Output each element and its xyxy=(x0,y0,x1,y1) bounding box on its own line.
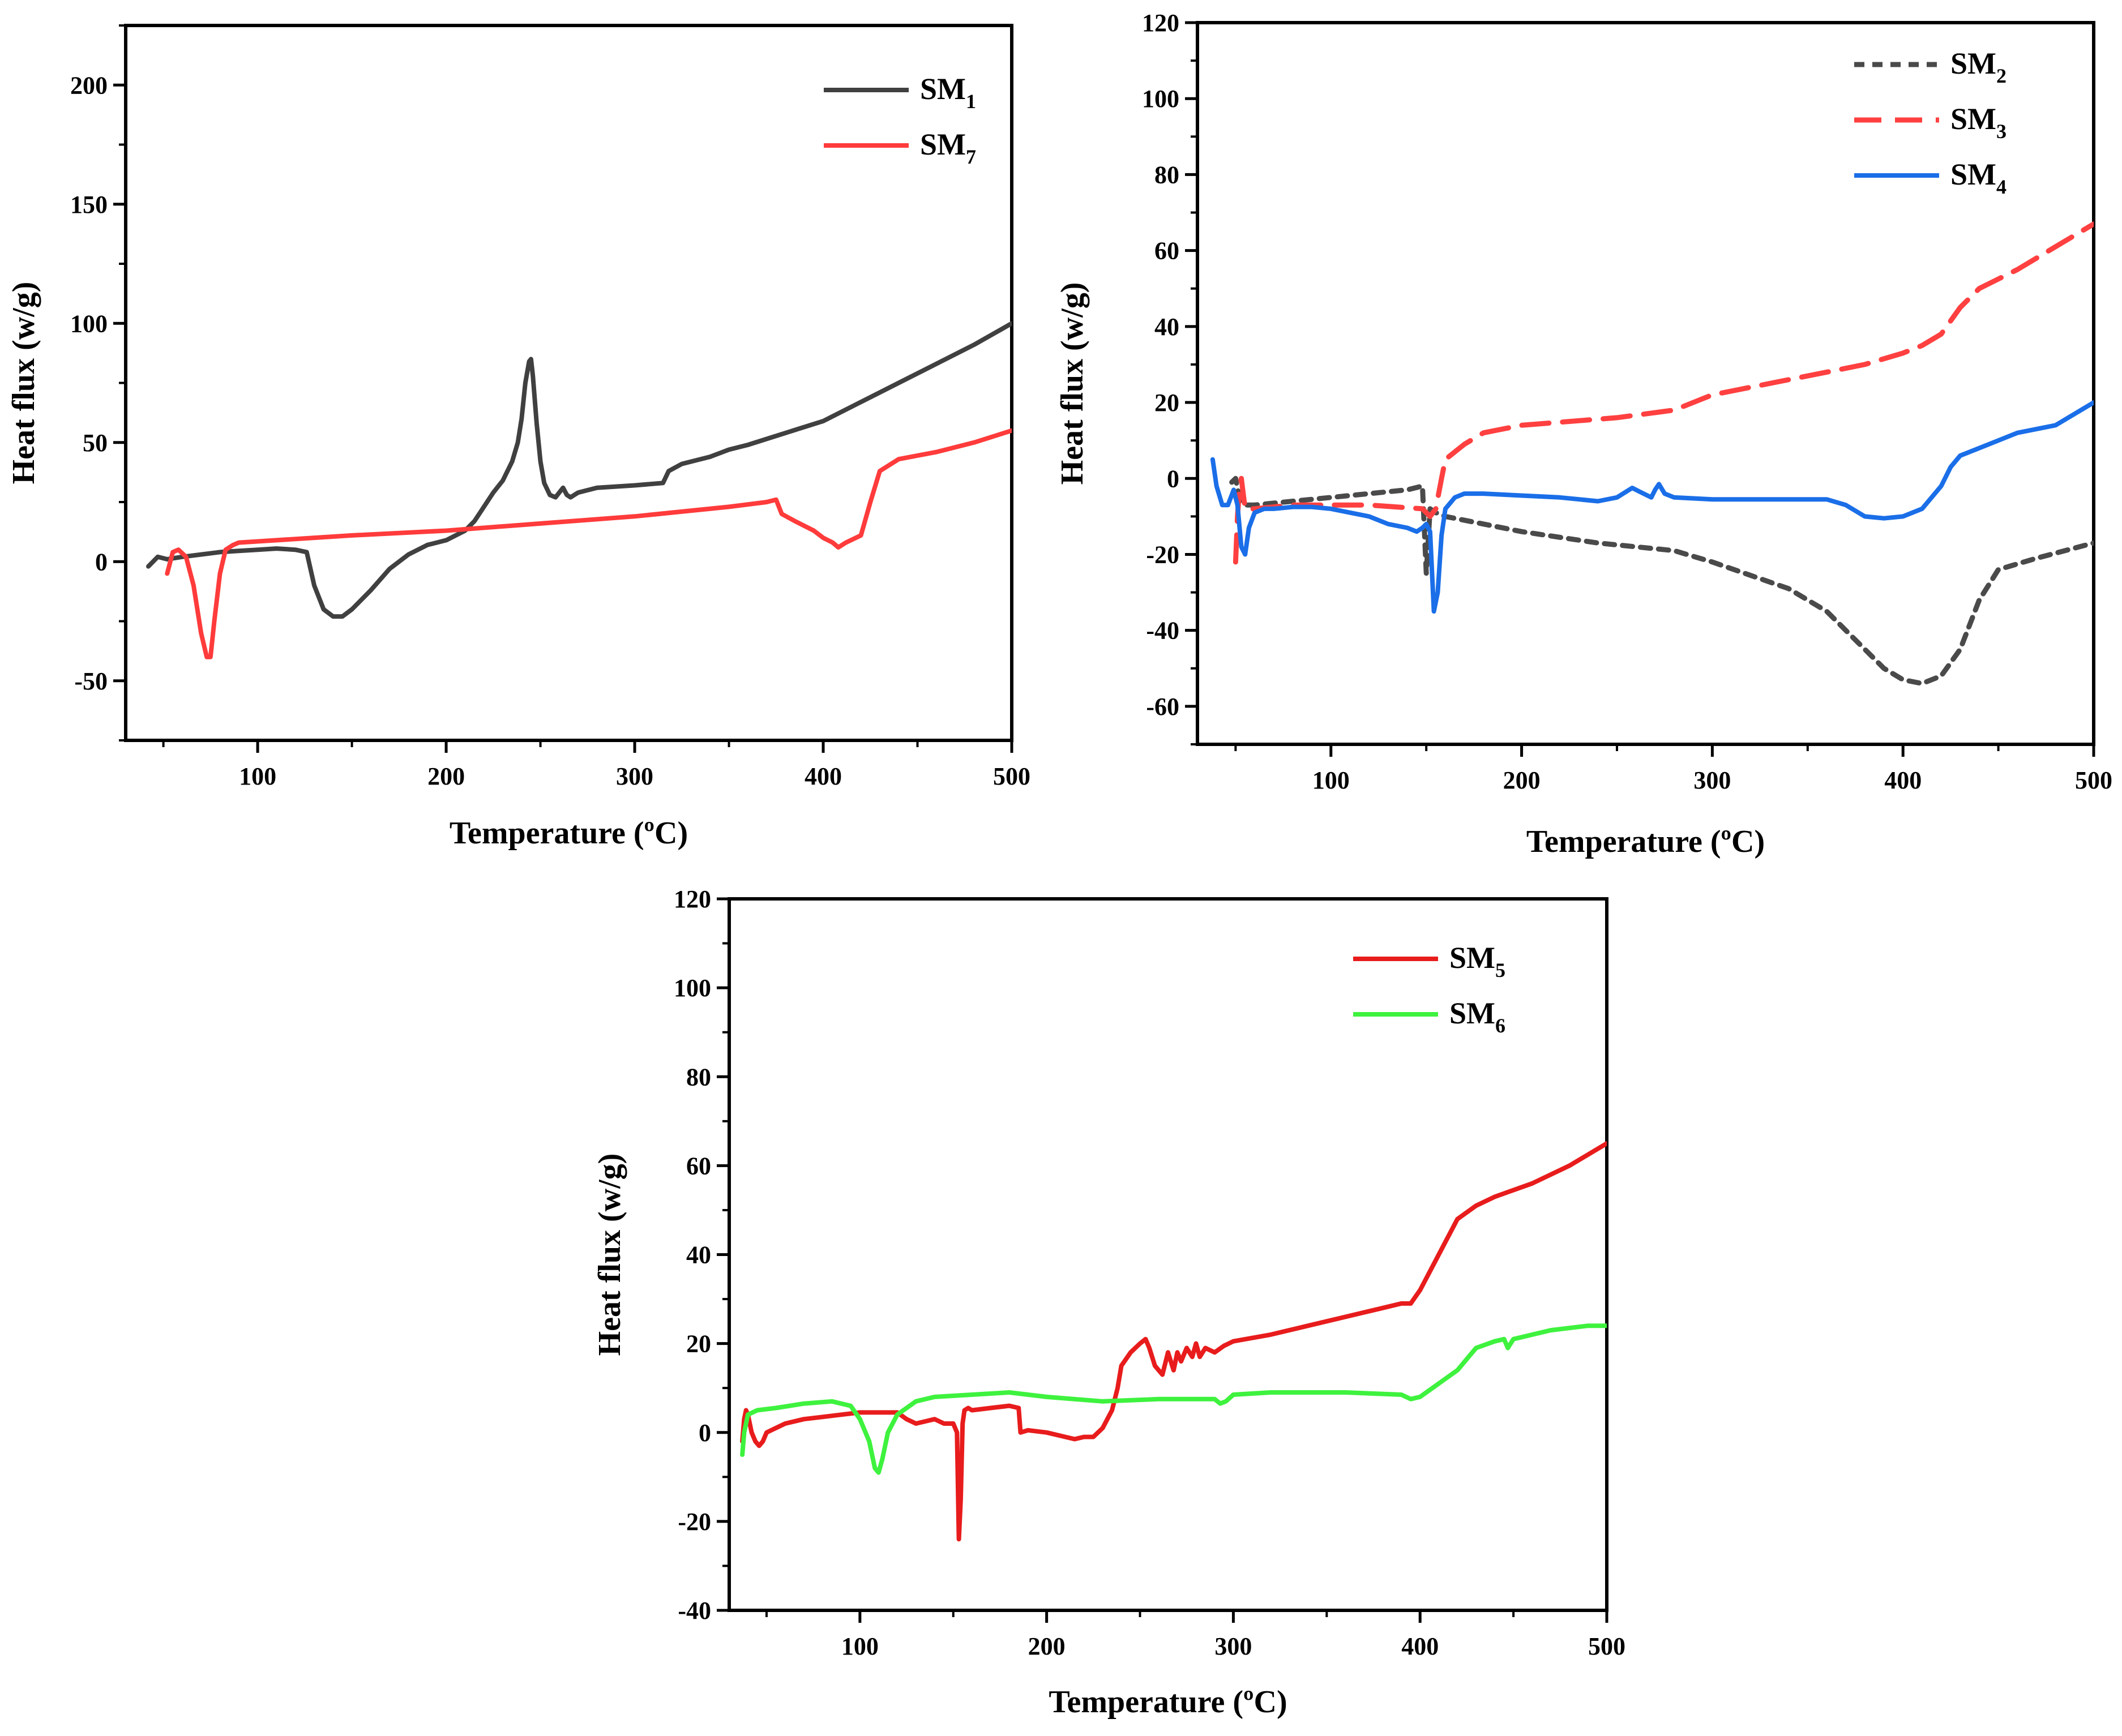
x-tick-label: 100 xyxy=(1312,766,1350,794)
series-line-sm5 xyxy=(740,1141,1607,1542)
legend-label-subscript: 5 xyxy=(1495,959,1505,981)
x-axis-title: Temperature (ºC) xyxy=(1526,824,1765,859)
x-tick-label: 500 xyxy=(1588,1632,1625,1660)
y-tick-label: 40 xyxy=(1154,313,1179,341)
y-tick-label: -20 xyxy=(1146,541,1179,568)
legend-label-sm1: SM1 xyxy=(920,72,976,113)
y-tick-label: 150 xyxy=(70,191,108,218)
y-tick-label: 100 xyxy=(1142,85,1179,113)
y-axis-title: Heat flux (w/g) xyxy=(1055,282,1090,485)
chart-panel-sm1-sm7: 100 200 300 400 500 -50 0 50 100 150 200 Temperatur… xyxy=(6,24,1030,851)
series-line-sm1 xyxy=(146,321,1012,619)
legend-label-main: SM xyxy=(920,72,966,106)
y-axis-title: Heat flux (w/g) xyxy=(592,1154,627,1356)
series-line-sm4 xyxy=(1210,400,2094,614)
y-tick-label: -60 xyxy=(1146,693,1179,721)
x-tick-label: 200 xyxy=(1503,766,1541,794)
y-tick-label: 20 xyxy=(686,1330,711,1358)
legend-label-subscript: 2 xyxy=(1996,65,2007,87)
y-tick-label: 120 xyxy=(1142,9,1179,37)
y-tick-label: 120 xyxy=(674,885,711,913)
y-tick-label: 200 xyxy=(70,71,108,99)
legend-label-sm5: SM5 xyxy=(1449,941,1505,981)
legend-label-main: SM xyxy=(1950,157,1996,191)
series-line-sm3 xyxy=(1233,221,2094,565)
legend-label-main: SM xyxy=(1950,102,1996,136)
y-tick-label: 50 xyxy=(83,429,108,457)
x-tick-label: 300 xyxy=(1693,766,1731,794)
legend-label-subscript: 4 xyxy=(1996,175,2007,198)
legend-label-main: SM xyxy=(1449,996,1495,1030)
y-tick-label: 0 xyxy=(1167,465,1179,492)
x-tick-label: 400 xyxy=(1884,766,1922,794)
x-axis-title: Temperature (ºC) xyxy=(450,816,688,851)
x-tick-label: 100 xyxy=(841,1632,879,1660)
x-tick-label: 300 xyxy=(1214,1632,1252,1660)
y-tick-label: 0 xyxy=(95,548,108,576)
y-tick-label: -40 xyxy=(1146,617,1179,645)
chart-panel-sm5-sm6: 100 200 300 400 500 -40 -20 0 20 40 60 80 100 120 Temp… xyxy=(592,885,1625,1720)
legend-label-sm2: SM2 xyxy=(1950,46,2007,87)
legend-label-sm3: SM3 xyxy=(1950,102,2007,143)
x-axis-title: Temperature (ºC) xyxy=(1049,1684,1287,1720)
legend-label-subscript: 3 xyxy=(1996,120,2007,143)
legend-label-main: SM xyxy=(1950,46,1996,80)
legend-label-subscript: 1 xyxy=(966,90,976,113)
plot-frame xyxy=(1196,21,2095,746)
x-tick-label: 200 xyxy=(427,762,465,790)
series-line-sm7 xyxy=(165,428,1012,659)
series-line-sm6 xyxy=(740,1323,1607,1475)
x-tick-label: 300 xyxy=(616,762,653,790)
y-tick-label: 0 xyxy=(699,1419,711,1447)
legend-label-subscript: 6 xyxy=(1495,1014,1505,1037)
y-tick-label: 100 xyxy=(674,974,711,1002)
y-tick-label: -50 xyxy=(74,667,108,695)
legend-label-main: SM xyxy=(1449,941,1495,975)
legend-label-main: SM xyxy=(920,127,966,161)
y-tick-label: 60 xyxy=(686,1152,711,1180)
legend-label-subscript: 7 xyxy=(966,145,976,168)
x-tick-label: 400 xyxy=(805,762,842,790)
plot-frame xyxy=(124,24,1013,742)
series-line-sm2 xyxy=(1229,475,2094,687)
y-axis-title: Heat flux (w/g) xyxy=(6,282,41,485)
x-tick-label: 500 xyxy=(2075,766,2112,794)
x-tick-label: 200 xyxy=(1028,1632,1066,1660)
y-tick-label: 20 xyxy=(1154,389,1179,417)
y-tick-label: -20 xyxy=(678,1508,711,1536)
y-tick-label: 40 xyxy=(686,1241,711,1269)
y-tick-label: 60 xyxy=(1154,237,1179,265)
x-tick-label: 500 xyxy=(993,762,1030,790)
legend-label-sm6: SM6 xyxy=(1449,996,1505,1037)
legend-label-sm4: SM4 xyxy=(1950,157,2007,198)
y-tick-label: 100 xyxy=(70,310,108,337)
y-tick-label: 80 xyxy=(1154,161,1179,188)
chart-panel-sm2-sm3-sm4: 100 200 300 400 500 -60 -40 -20 0 20 40 60 80 100 120 T… xyxy=(1055,9,2112,859)
x-tick-label: 100 xyxy=(239,762,276,790)
legend-label-sm7: SM7 xyxy=(920,127,976,168)
y-tick-label: -40 xyxy=(678,1597,711,1624)
x-tick-label: 400 xyxy=(1401,1632,1439,1660)
y-tick-label: 80 xyxy=(686,1063,711,1091)
